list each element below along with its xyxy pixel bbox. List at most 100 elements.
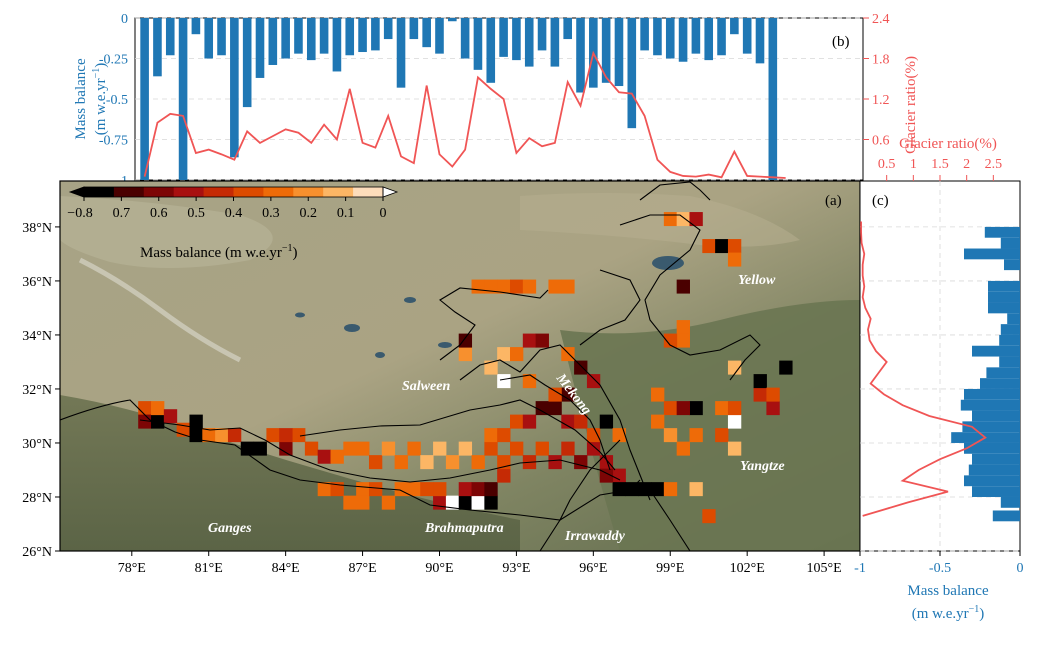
heatmap-cell-114 xyxy=(753,374,767,389)
basin-boundaries xyxy=(60,181,761,551)
panel-c-bar-23 xyxy=(1004,259,1020,271)
heatmap-cell-84 xyxy=(497,347,511,362)
boundary-mekong xyxy=(459,344,651,501)
heatmap-cell-42 xyxy=(381,441,396,456)
heatmap-cell-18 xyxy=(330,449,344,464)
heatmap-cell-80 xyxy=(548,387,562,402)
panel-b-bar-32 xyxy=(550,18,560,67)
panel-b-right-tick-2: 1.2 xyxy=(872,93,890,108)
heatmap-cell-110 xyxy=(727,441,742,456)
heatmap-cell-127 xyxy=(676,212,690,227)
heatmap-cell-23 xyxy=(356,482,370,497)
colorbar-swatch-7 xyxy=(293,187,324,197)
colorbar-tick-sign: − xyxy=(67,206,75,221)
lake-qinghai xyxy=(652,256,684,270)
panel-c-top-tick-1: 1 xyxy=(910,157,917,172)
heatmap-cell-71 xyxy=(522,414,537,429)
colorbar-swatch-2 xyxy=(143,187,175,197)
heatmap-cell-82 xyxy=(497,374,511,389)
heatmap-cell-111 xyxy=(715,401,729,416)
heatmap-cell-61 xyxy=(612,482,626,497)
map-lon-tick-1: 81°E xyxy=(195,561,223,576)
colorbar-tick-2: 0.6 xyxy=(150,206,168,221)
heatmap-cell-113 xyxy=(753,387,767,402)
colorbar-label-main: Mass balance (m w.e.yr xyxy=(140,245,282,261)
map-lon-tick-0: 78°E xyxy=(118,561,146,576)
lake-2 xyxy=(404,297,416,303)
panel-c-bottom-tick-1: -0.5 xyxy=(929,561,951,576)
heatmap-cell-90 xyxy=(471,279,485,294)
panel-b-bar-37 xyxy=(614,18,624,87)
heatmap-cell-56 xyxy=(561,441,575,456)
colorbar-swatch-5 xyxy=(233,187,264,197)
map-lat-tick-4: 30°N xyxy=(22,437,52,452)
panel-c-bar-26 xyxy=(984,226,1020,238)
panel-c-xlabel-close: ) xyxy=(979,606,984,622)
colorbar-tick-value-2: 0.6 xyxy=(150,206,168,221)
colorbar-tick-value-8: 0 xyxy=(380,206,387,221)
colorbar-label: Mass balance (m w.e.yr−1) xyxy=(140,243,298,261)
heatmap-cell-69 xyxy=(497,428,511,443)
heatmap-cell-8 xyxy=(202,428,216,443)
panel-c-bottom-tick-2: 0 xyxy=(1017,561,1024,576)
panel-c-bar-9 xyxy=(972,410,1020,422)
heatmap-cell-28 xyxy=(407,482,421,497)
panel-c-xlabel-unit: (m w.e.yr xyxy=(912,606,969,622)
panel-b-bar-30 xyxy=(524,18,534,67)
colorbar-tick-6: 0.2 xyxy=(300,206,318,221)
heatmap-cell-19 xyxy=(343,441,357,456)
panel-c-bars xyxy=(951,226,1020,522)
panel-b-bar-1 xyxy=(153,18,162,77)
heatmap-cell-44 xyxy=(407,441,421,456)
heatmap-cells xyxy=(138,212,793,524)
heatmap-cell-123 xyxy=(702,239,716,254)
heatmap-cell-92 xyxy=(497,279,511,294)
panel-b-bar-29 xyxy=(512,18,521,61)
heatmap-cell-10 xyxy=(227,428,242,443)
heatmap-cell-37 xyxy=(471,482,485,497)
heatmap-cell-47 xyxy=(445,455,460,470)
panel-a: 78°E 81°E 84°E 87°E 90°E 93°E 96°E 99°E 102°E 105… xyxy=(22,180,861,576)
panel-c-bar-15 xyxy=(972,345,1020,357)
map-lon-tick-2: 84°E xyxy=(272,561,300,576)
heatmap-cell-72 xyxy=(535,401,549,416)
heatmap-cell-124 xyxy=(715,239,729,254)
heatmap-cell-129 xyxy=(727,252,742,267)
panel-b-bar-6 xyxy=(217,18,226,56)
panel-b-right-tick-3: 0.6 xyxy=(872,134,890,149)
panel-b-bar-24 xyxy=(448,18,457,22)
panel-b-bar-31 xyxy=(537,18,547,51)
panel-b-bar-8 xyxy=(242,18,252,108)
panel-b-bar-16 xyxy=(345,18,355,56)
panel-b-ylabel-close: ) xyxy=(93,63,109,68)
boundary-yangtze-north xyxy=(579,269,641,346)
map-lon-tick-3: 87°E xyxy=(348,561,376,576)
map-lon-tick-5: 93°E xyxy=(502,561,530,576)
heatmap-cell-86 xyxy=(522,333,537,348)
colorbar-tick-value-5: 0.3 xyxy=(262,206,280,221)
map-lat-tick-6: 26°N xyxy=(22,545,52,560)
river-label-irrawaddy: Irrawaddy xyxy=(564,529,626,544)
heatmap-cell-73 xyxy=(548,401,562,416)
heatmap-cell-128 xyxy=(689,212,703,227)
panel-b-bar-15 xyxy=(332,18,342,72)
heatmap-cell-21 xyxy=(330,482,344,497)
colorbar-swatches xyxy=(68,186,399,198)
heatmap-cell-117 xyxy=(779,360,793,375)
panel-c-bar-2 xyxy=(972,486,1020,497)
panel-b-bars xyxy=(140,18,778,180)
heatmap-cell-78 xyxy=(599,414,614,429)
colorbar-swatch-3 xyxy=(173,187,204,197)
heatmap-cell-119 xyxy=(676,333,690,348)
map-lon-tick-7: 99°E xyxy=(656,561,684,576)
panel-c-bar-12 xyxy=(980,378,1020,389)
panel-b-ylabel-exponent: −1 xyxy=(91,68,102,79)
panel-b-ylabel-right: Glacier ratio(%) xyxy=(903,56,919,154)
heatmap-cell-38 xyxy=(484,482,498,497)
heatmap-cell-13 xyxy=(266,428,280,443)
heatmap-cell-70 xyxy=(510,414,524,429)
map-lon-tick-4: 90°E xyxy=(425,561,453,576)
heatmap-cell-0 xyxy=(138,401,152,416)
heatmap-cell-66 xyxy=(663,482,678,497)
panel-b-bar-39 xyxy=(640,18,649,51)
